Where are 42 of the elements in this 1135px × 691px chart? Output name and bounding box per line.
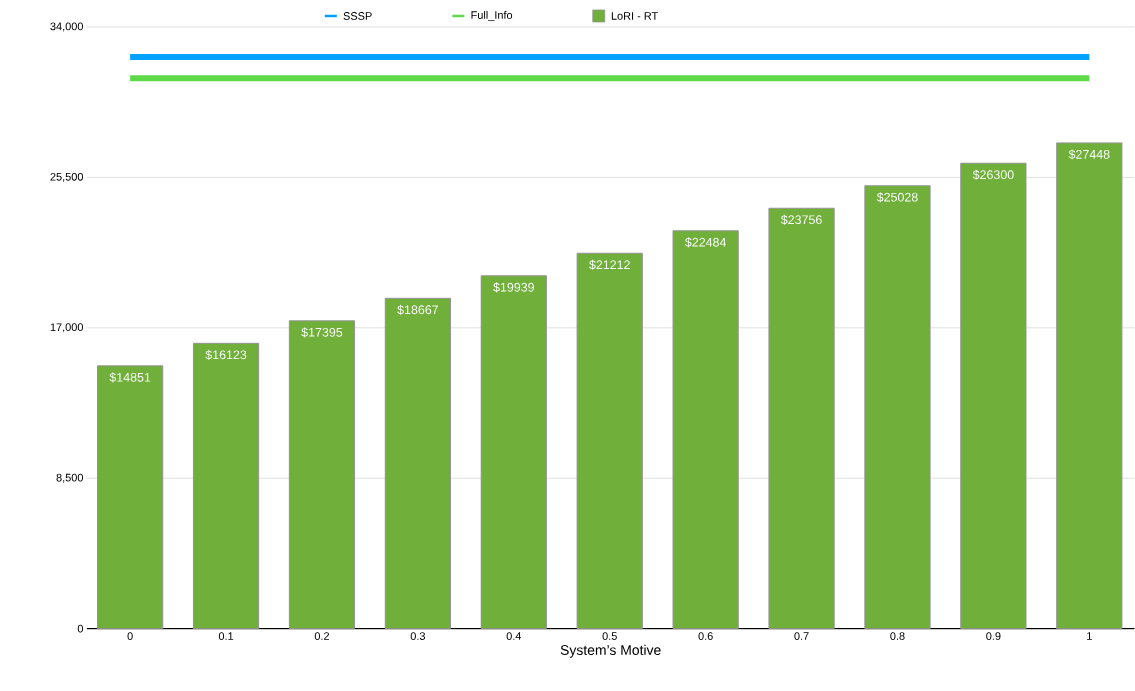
bar	[97, 365, 164, 630]
bar	[576, 252, 643, 630]
data-label: $21212	[589, 259, 630, 271]
x-tick-label: 0.1	[218, 632, 234, 641]
data-label: $23756	[780, 214, 822, 226]
x-tick-label: 0.3	[410, 632, 426, 641]
x-tick-label: 1	[1087, 632, 1092, 640]
data-label: $19939	[493, 282, 534, 293]
x-axis-title: System’s Motive	[560, 644, 661, 658]
data-label: $18667	[397, 305, 439, 316]
data-label: $17395	[301, 327, 343, 338]
bar	[384, 298, 451, 630]
bar	[288, 320, 356, 630]
y-tick-label: 34,000	[50, 22, 83, 32]
x-tick-label: 0.7	[794, 632, 809, 641]
y-tick-label: 8,500	[56, 473, 83, 483]
x-tick-label: 0.2	[314, 632, 330, 641]
bar	[768, 207, 835, 630]
data-label: $25028	[876, 192, 918, 203]
x-tick-label: 0.9	[986, 632, 1001, 641]
legend-label: Full_Info	[471, 11, 513, 22]
x-tick-label: 0.8	[890, 632, 905, 641]
x-tick-label: 0.5	[602, 632, 617, 641]
data-label: $22484	[685, 237, 727, 248]
legend-label: SSSP	[343, 12, 372, 21]
bar	[480, 275, 547, 630]
x-tick-label: 0	[127, 632, 133, 641]
data-label: $27448	[1068, 149, 1110, 160]
bar	[864, 185, 931, 630]
x-tick-label: 0.6	[698, 632, 713, 641]
bar	[192, 343, 260, 630]
bar	[672, 230, 739, 630]
y-tick-label: 25,500	[50, 173, 83, 183]
legend-label: LoRI - RT	[611, 12, 658, 20]
data-label: $14851	[109, 372, 151, 383]
data-label: $16123	[205, 350, 247, 361]
y-tick-label: 17,000	[50, 323, 83, 333]
data-label: $26300	[972, 169, 1014, 181]
x-tick-label: 0.4	[506, 632, 522, 641]
bar	[960, 162, 1027, 630]
bar	[1056, 142, 1123, 630]
y-tick-label: 0	[77, 624, 83, 633]
